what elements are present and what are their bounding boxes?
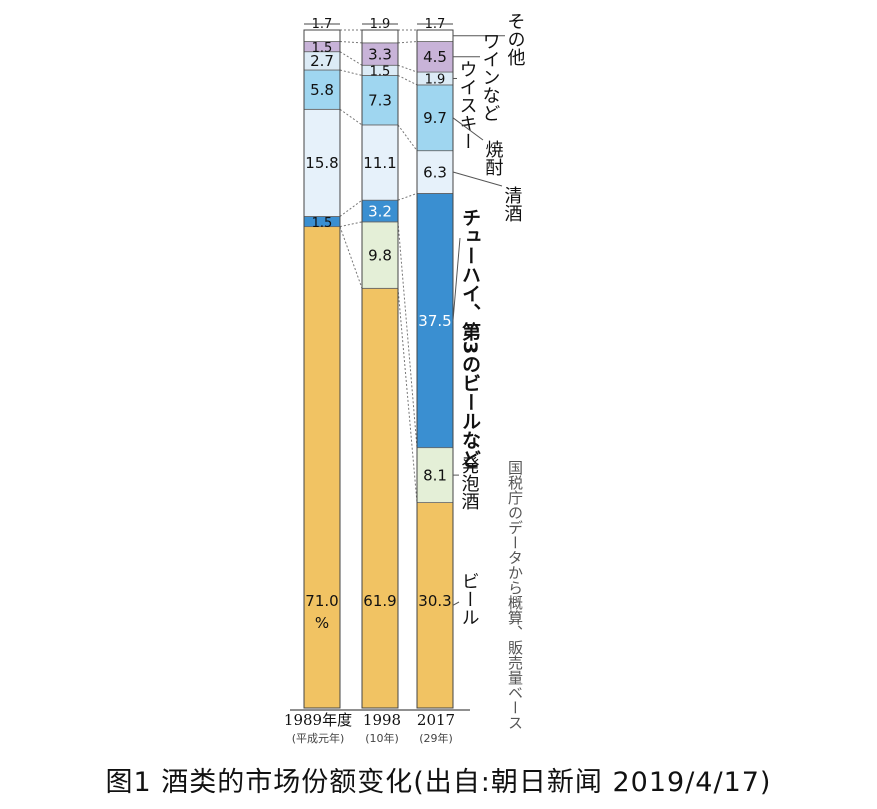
connector-line: [339, 108, 363, 126]
figure-caption: 图1 酒类的市场份额变化(出自:朝日新闻 2019/4/17): [105, 767, 772, 798]
leader-line: [452, 171, 503, 187]
connector-line: [339, 199, 363, 217]
category-label: 2017: [417, 711, 455, 729]
series-label-whisky: ウイスキー: [457, 60, 478, 150]
value-label: 9.7: [423, 109, 447, 127]
value-label: 1.5: [312, 41, 333, 56]
percent-mark: %: [315, 614, 329, 632]
bar-outline: [416, 29, 454, 709]
stacked-bar-chart: 71.01.515.85.82.71.51.761.99.83.211.17.3…: [284, 12, 526, 745]
value-label: 1.5: [312, 216, 333, 231]
value-label: 4.5: [423, 48, 447, 66]
series-label-other: その他: [505, 12, 526, 66]
connector-line: [339, 69, 363, 76]
connector-line: [339, 226, 363, 289]
value-label: 11.1: [363, 154, 396, 172]
value-label: 3.3: [368, 45, 392, 63]
value-label: 8.1: [423, 466, 447, 484]
connector-line: [397, 41, 418, 44]
series-label-chuhai: チューハイ、第3のビールなど: [459, 208, 481, 468]
bar-segment-happoshu: [416, 447, 454, 503]
value-label: 1.5: [370, 65, 391, 80]
bar-segment-beer: [361, 287, 399, 709]
value-label: 71.0: [305, 592, 338, 610]
connector-line: [339, 51, 363, 66]
value-label: 6.3: [423, 163, 447, 181]
value-label: 9.8: [368, 246, 392, 264]
series-label-wine: ワインなど: [480, 32, 501, 122]
bar-outline: [361, 29, 399, 709]
connector-line: [397, 124, 418, 151]
value-label: 30.3: [418, 592, 451, 610]
bar-segment-beer: [303, 226, 341, 709]
source-note: 国税庁のデータから概算、販売量ベース: [506, 460, 524, 730]
connector-line: [397, 288, 418, 503]
value-label: 1.9: [425, 73, 446, 88]
series-label-happoshu: 発泡酒: [459, 456, 480, 510]
bar-outline: [303, 29, 341, 709]
connector-line: [339, 221, 363, 228]
value-label: 61.9: [363, 592, 396, 610]
value-label: 3.2: [368, 202, 392, 220]
value-label: 7.3: [368, 91, 392, 109]
connector-line: [397, 192, 418, 201]
connector-line: [397, 221, 418, 448]
leader-line: [452, 237, 461, 321]
connector-line: [339, 41, 363, 44]
series-label-shochu: 焼酎: [483, 140, 504, 176]
value-label: 37.5: [418, 312, 451, 330]
series-label-sake: 清酒: [502, 186, 523, 222]
value-label: 5.8: [310, 81, 334, 99]
connector-line: [397, 74, 418, 86]
leader-line: [452, 117, 484, 141]
category-label: 1989年度: [284, 711, 352, 729]
value-label: 15.8: [305, 154, 338, 172]
value-label: 2.7: [310, 52, 334, 70]
bar-segment-chuhai: [416, 192, 454, 449]
category-sublabel: (29年): [419, 731, 453, 745]
leader-line: [452, 601, 460, 606]
category-label: 1998: [363, 711, 401, 729]
connector-line: [397, 64, 418, 73]
category-sublabel: (10年): [365, 731, 399, 745]
series-label-beer: ビール: [459, 572, 480, 626]
category-sublabel: (平成元年): [292, 731, 345, 745]
